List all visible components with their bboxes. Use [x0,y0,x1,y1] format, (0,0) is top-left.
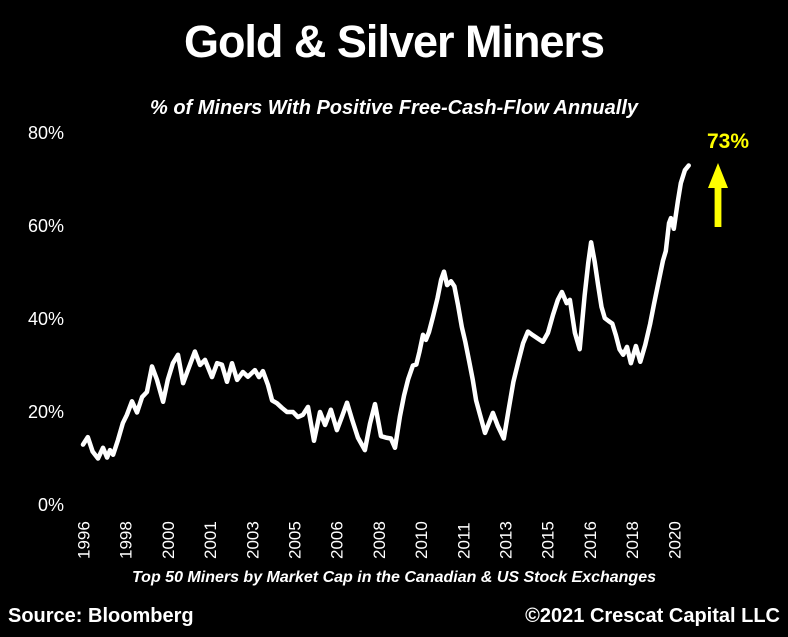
x-axis-label: 2005 [286,521,305,559]
y-axis-label: 80% [28,123,64,143]
x-axis-label: 2015 [539,521,558,559]
y-axis-label: 40% [28,309,64,329]
chart-subtitle: % of Miners With Positive Free-Cash-Flow… [149,97,639,119]
x-axis-label: 2020 [665,521,684,559]
x-axis-label: 2011 [454,522,473,559]
y-axis-label: 20% [28,402,64,422]
x-axis-label: 2003 [243,521,262,559]
source-label: Source: Bloomberg [8,605,194,627]
footer-bar: Source: Bloomberg ©2021 Crescat Capital … [0,605,788,628]
x-axis-label: 2018 [623,521,642,559]
x-axis-label: 2006 [328,521,347,559]
y-axis-label: 60% [28,216,64,236]
x-axis-label: 1998 [117,521,136,559]
copyright-label: ©2021 Crescat Capital LLC [525,605,780,627]
x-axis-label: 2000 [159,521,178,559]
x-axis-label: 2013 [497,521,516,559]
y-axis-label: 0% [38,495,64,515]
x-axis-label: 2016 [581,521,600,559]
chart-footnote: Top 50 Miners by Market Cap in the Canad… [132,569,656,586]
x-axis-label: 1996 [75,521,94,559]
x-axis-label: 2001 [201,521,220,559]
annotation-73-percent: 73% [706,130,750,153]
up-arrow-icon [708,163,728,227]
x-axis-label: 2008 [370,521,389,559]
chart-title: Gold & Silver Miners [183,16,605,67]
chart-line [80,163,691,461]
x-axis-label: 2010 [412,521,431,559]
